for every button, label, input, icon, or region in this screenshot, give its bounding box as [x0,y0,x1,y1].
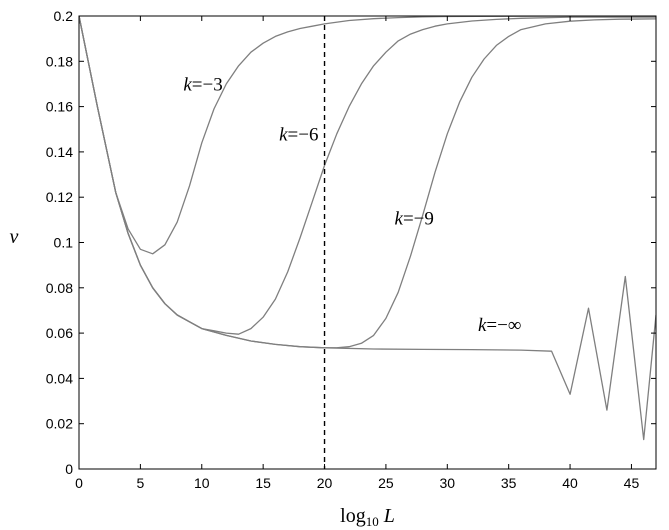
y-axis-ticks: 0 0.02 0.04 0.06 0.08 0.1 0.12 0.14 0.16 0.18 0.2 [46,8,656,477]
y-tick-label: 0.08 [46,280,73,296]
y-tick-label: 0.16 [46,99,73,115]
y-tick-label: 0.06 [46,325,73,341]
x-axis-label-variable: L [383,505,395,527]
curve-label-4: k=−∞ [478,315,521,336]
x-tick-label: 15 [255,475,271,491]
y-tick-label: 0.2 [54,8,74,24]
curve-labels: k=−3 k=−6 k=−9 k=−∞ [183,75,521,336]
series-line-1 [79,16,656,255]
x-tick-label: 0 [75,475,83,491]
x-tick-label: 25 [378,475,394,491]
x-tick-label: 5 [136,475,144,491]
y-tick-label: 0.12 [46,189,73,205]
y-tick-label: 0.04 [46,370,73,386]
y-tick-label: 0.14 [46,144,73,160]
x-axis-ticks: 0 5 10 15 20 25 30 35 40 45 [75,16,639,491]
series-line-3 [79,16,656,349]
y-tick-label: 0 [65,461,73,477]
y-tick-label: 0.02 [46,416,73,432]
series-line-2 [79,16,656,335]
curves [79,16,656,441]
x-axis-label: log10 L [340,505,395,529]
x-tick-label: 35 [501,475,517,491]
curve-label-2: k=−6 [279,125,318,146]
curve-label-1: k=−3 [183,75,222,96]
x-tick-label: 30 [440,475,456,491]
x-tick-label: 40 [562,475,578,491]
y-tick-label: 0.18 [46,53,73,69]
x-axis-label-subscript: 10 [366,514,379,529]
x-axis-label-base: log [340,505,366,527]
x-tick-label: 45 [624,475,640,491]
x-tick-label: 20 [317,475,333,491]
series-line-4 [79,16,656,441]
curve-label-3: k=−9 [395,208,434,229]
x-tick-label: 10 [194,475,210,491]
y-axis-label: ν [10,226,19,248]
y-tick-label: 0.1 [54,235,74,251]
